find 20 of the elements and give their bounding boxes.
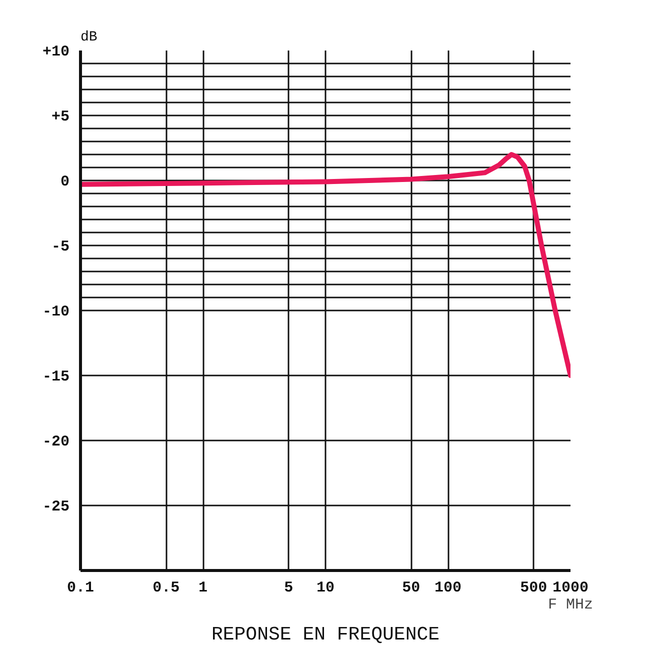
y-tick-label: -25 xyxy=(42,498,70,516)
x-axis-title: F MHz xyxy=(548,596,594,614)
y-tick-label: +10 xyxy=(42,44,70,60)
x-tick-label: 5 xyxy=(284,580,294,596)
y-axis-title: dB xyxy=(80,30,98,46)
text: REPONSE EN FREQUENCE xyxy=(211,624,440,646)
x-tick-label: 0.5 xyxy=(152,580,180,596)
y-tick-label: -10 xyxy=(42,304,70,320)
y-tick-label: -20 xyxy=(42,434,70,450)
x-tick-label: 1 xyxy=(198,580,208,596)
x-tick-label: 0.1 xyxy=(67,580,94,596)
y-tick-label: -15 xyxy=(42,368,70,386)
y-tick-label: 0 xyxy=(60,174,70,190)
x-tick-label: 100 xyxy=(434,580,462,596)
x-tick-label: 500 xyxy=(520,580,548,596)
x-tick-label: 50 xyxy=(402,580,420,596)
y-tick-label: -5 xyxy=(51,238,70,256)
x-tick-label: 1000 xyxy=(552,580,589,596)
x-tick-label: 10 xyxy=(316,580,335,596)
y-tick-label: +5 xyxy=(51,108,70,126)
